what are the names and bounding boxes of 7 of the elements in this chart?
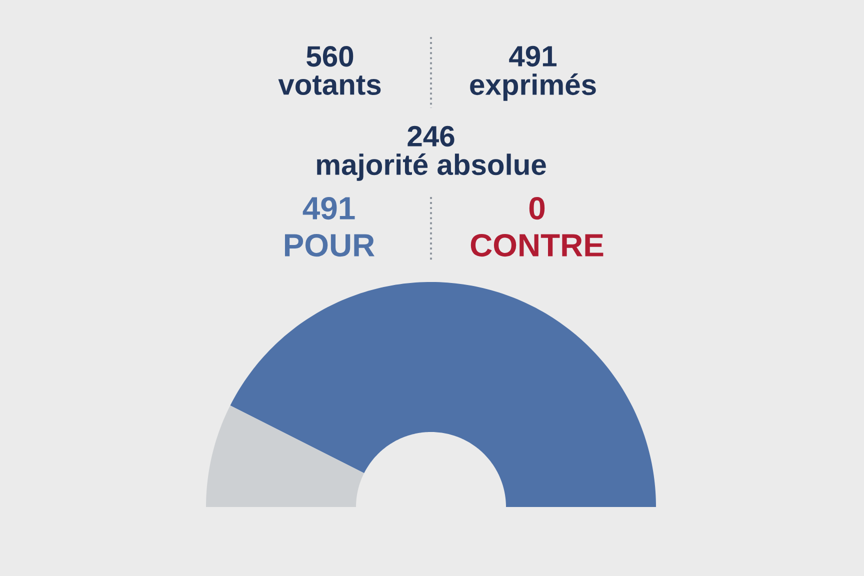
text: 560 votants: [278, 46, 381, 95]
slice-label: POUR: [284, 234, 374, 257]
text: 246 majorité absolue: [317, 126, 546, 181]
text: 0: [529, 196, 545, 220]
text: 491 exprimés: [470, 46, 596, 101]
data-label: 491: [302, 196, 355, 220]
legend-label: CONTRE: [470, 234, 604, 257]
